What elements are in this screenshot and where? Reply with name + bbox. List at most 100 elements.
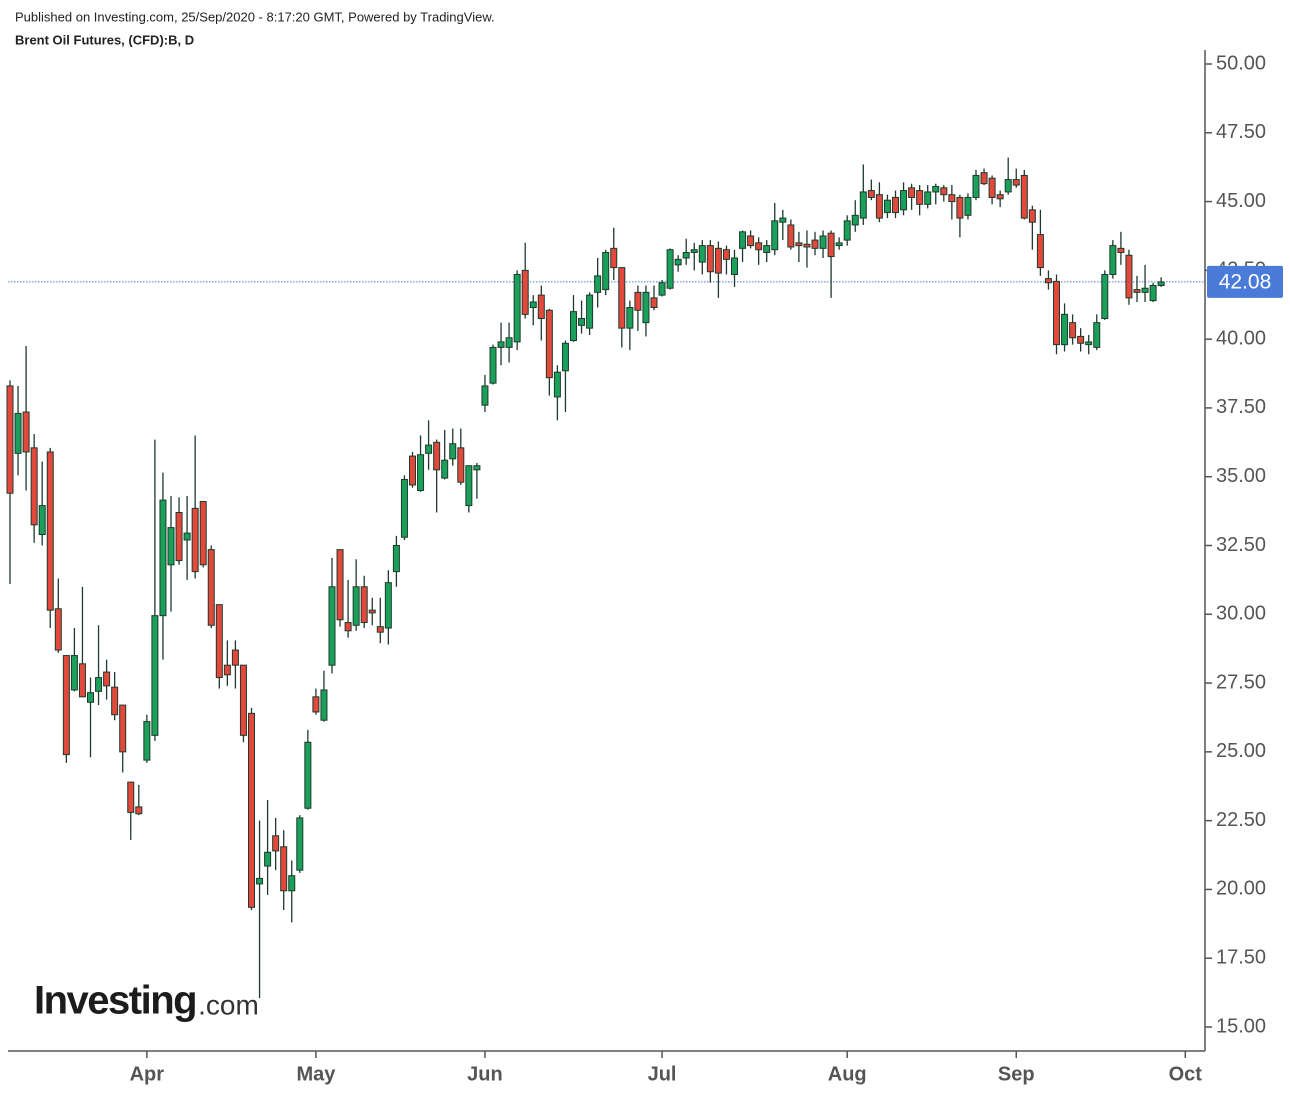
candle-body <box>223 664 231 676</box>
candle-body <box>916 190 924 205</box>
candle-body <box>1117 247 1125 253</box>
candle-body <box>819 235 827 249</box>
candle-body <box>843 220 851 241</box>
candle-body <box>392 545 400 573</box>
candle-body <box>1077 335 1085 344</box>
candle-body <box>900 190 908 211</box>
candle-body <box>924 191 932 205</box>
y-tick-label: 50.00 <box>1216 52 1266 74</box>
plot-area <box>6 157 1205 999</box>
candle-body <box>417 454 425 491</box>
candle-body <box>207 549 215 626</box>
candle-body <box>578 318 586 326</box>
candle-body <box>1061 313 1069 346</box>
candle-body <box>54 608 62 651</box>
candle-body <box>553 371 561 398</box>
y-tick-label: 22.50 <box>1216 809 1266 831</box>
candle-body <box>586 294 594 329</box>
candle-body <box>497 341 505 348</box>
candle-body <box>537 294 545 320</box>
candle-body <box>795 242 803 247</box>
y-tick-label: 32.50 <box>1216 534 1266 556</box>
candle-body <box>940 187 948 196</box>
candle-body <box>1101 273 1109 320</box>
candle-body <box>698 245 706 263</box>
candle-body <box>167 527 175 566</box>
candle-body <box>1012 179 1020 186</box>
last-price-label: 42.08 <box>1219 270 1272 293</box>
candle-body <box>1020 174 1028 219</box>
candle-body <box>46 451 54 611</box>
candle-body <box>191 507 199 573</box>
candle-body <box>690 249 698 253</box>
candle-body <box>1109 245 1117 275</box>
candle-body <box>14 412 22 454</box>
candle-body <box>529 301 537 309</box>
candle-body <box>642 291 650 324</box>
candle-body <box>103 671 111 687</box>
candle-body <box>489 346 497 384</box>
candle-body <box>87 692 94 703</box>
candle-body <box>747 235 755 247</box>
candle-body <box>360 586 368 624</box>
candle-body <box>787 224 795 248</box>
candle-body <box>602 251 610 291</box>
candle-body <box>143 721 151 761</box>
candle-body <box>296 817 304 871</box>
candle-body <box>264 851 272 867</box>
candle-body <box>875 194 883 219</box>
candle-body <box>151 615 159 736</box>
candle-body <box>78 663 86 698</box>
candle-body <box>739 231 747 249</box>
candle-body <box>505 337 513 348</box>
candle-body <box>1053 280 1060 346</box>
candle-body <box>545 309 553 379</box>
candle-body <box>199 500 207 566</box>
x-ticks: Apr May Jun Jul Aug Sep Oct <box>130 1051 1203 1085</box>
candle-body <box>666 249 674 289</box>
x-tick-label: Oct <box>1169 1063 1203 1085</box>
candle-body <box>1125 254 1133 299</box>
candle-body <box>62 655 70 756</box>
candle-body <box>1085 341 1093 346</box>
candle-body <box>38 505 46 535</box>
axes: 15.00 17.50 20.00 22.50 25.00 27.50 30.00 32.50… <box>130 52 1266 1085</box>
candle-body <box>883 199 891 214</box>
candle-body <box>908 187 916 198</box>
candle-body <box>215 604 223 679</box>
candle-body <box>175 511 183 562</box>
candle-body <box>521 269 529 315</box>
candle-body <box>1028 209 1036 223</box>
candle-body <box>481 385 489 406</box>
candle-body <box>22 411 30 453</box>
candle-body <box>127 781 135 813</box>
x-tick-label: Aug <box>828 1063 867 1085</box>
candle-body <box>650 297 658 309</box>
candle-body <box>771 220 779 251</box>
candle-body <box>312 696 320 713</box>
candle-body <box>368 609 376 614</box>
candle-body <box>135 806 143 815</box>
candle-body <box>352 586 360 626</box>
candle-body <box>1157 281 1165 286</box>
candle-body <box>336 549 344 621</box>
candle-body <box>344 622 352 632</box>
candle-body <box>892 196 899 214</box>
candle-body <box>706 245 714 273</box>
y-tick-label: 17.50 <box>1216 946 1266 968</box>
candle-body <box>610 247 618 269</box>
candle-body <box>722 249 730 260</box>
candle-body <box>1149 284 1157 302</box>
candle-body <box>972 174 980 198</box>
candle-body <box>119 704 127 753</box>
candle-body <box>1141 287 1149 293</box>
last-price-box <box>1207 265 1283 298</box>
candle-body <box>30 447 38 526</box>
x-tick-label: May <box>296 1063 336 1085</box>
candle-body <box>272 835 280 852</box>
candle-body <box>618 267 626 329</box>
y-tick-label: 40.00 <box>1216 327 1266 349</box>
candle-body <box>827 232 835 258</box>
candle-body <box>714 247 722 274</box>
